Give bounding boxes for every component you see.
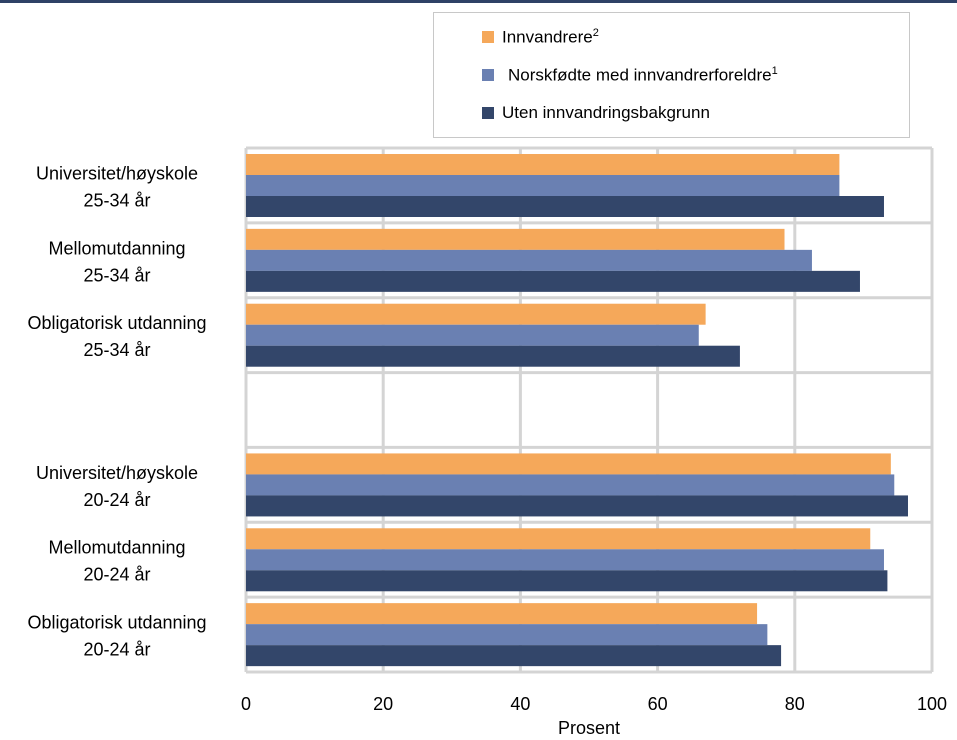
bar xyxy=(246,228,785,250)
x-tick-label: 60 xyxy=(648,694,668,714)
bar xyxy=(246,453,891,475)
category-label-line2: 20-24 år xyxy=(83,490,150,510)
category-label-line2: 25-34 år xyxy=(83,265,150,285)
x-tick-label: 80 xyxy=(785,694,805,714)
bar xyxy=(246,324,699,346)
bar xyxy=(246,175,840,196)
legend-item-norskfodte: Norskfødte med innvandrerforeldre1 xyxy=(482,65,778,85)
bar xyxy=(246,645,782,667)
bar xyxy=(246,624,768,646)
legend: Innvandrere2 Norskfødte med innvandrerfo… xyxy=(433,12,910,138)
bar xyxy=(246,603,758,625)
bar xyxy=(246,345,740,367)
legend-label: Norskfødte med innvandrerforeldre1 xyxy=(508,64,778,85)
bar xyxy=(246,196,884,217)
x-tick-label: 40 xyxy=(510,694,530,714)
legend-swatch xyxy=(482,107,494,119)
bar xyxy=(246,303,706,325)
x-tick-label: 100 xyxy=(917,694,947,714)
legend-swatch xyxy=(482,69,494,81)
bar xyxy=(246,528,871,550)
x-tick-label: 0 xyxy=(241,694,251,714)
x-tick-labels: 0 20 40 60 80 100 xyxy=(241,694,947,714)
bar xyxy=(246,549,884,571)
category-labels: Universitet/høyskole 25-34 år Mellomutdann… xyxy=(27,163,206,659)
x-axis-label: Prosent xyxy=(558,718,620,738)
legend-swatch xyxy=(482,31,494,43)
bar xyxy=(246,249,812,271)
legend-item-innvandrere: Innvandrere2 xyxy=(482,27,599,47)
x-tick-label: 20 xyxy=(373,694,393,714)
bar xyxy=(246,570,888,592)
category-label-line1: Universitet/høyskole xyxy=(36,163,198,183)
category-label-line1: Obligatorisk utdanning xyxy=(27,613,206,633)
category-label-line1: Universitet/høyskole xyxy=(36,463,198,483)
gridlines xyxy=(244,146,934,674)
bar xyxy=(246,270,860,292)
category-label-line1: Obligatorisk utdanning xyxy=(27,313,206,333)
top-rule xyxy=(0,0,957,3)
category-label-line2: 25-34 år xyxy=(83,340,150,360)
bar xyxy=(246,495,908,517)
category-label-line2: 25-34 år xyxy=(83,190,150,210)
category-label-line2: 20-24 år xyxy=(83,565,150,585)
bars xyxy=(246,154,908,667)
bar xyxy=(246,474,895,496)
bar xyxy=(246,154,840,175)
category-label-line1: Mellomutdanning xyxy=(48,238,185,258)
legend-label: Uten innvandringsbakgrunn xyxy=(502,103,710,122)
category-label-line2: 20-24 år xyxy=(83,640,150,660)
category-label-line1: Mellomutdanning xyxy=(48,538,185,558)
legend-label: Innvandrere2 xyxy=(502,26,599,47)
legend-item-uten: Uten innvandringsbakgrunn xyxy=(482,103,710,123)
